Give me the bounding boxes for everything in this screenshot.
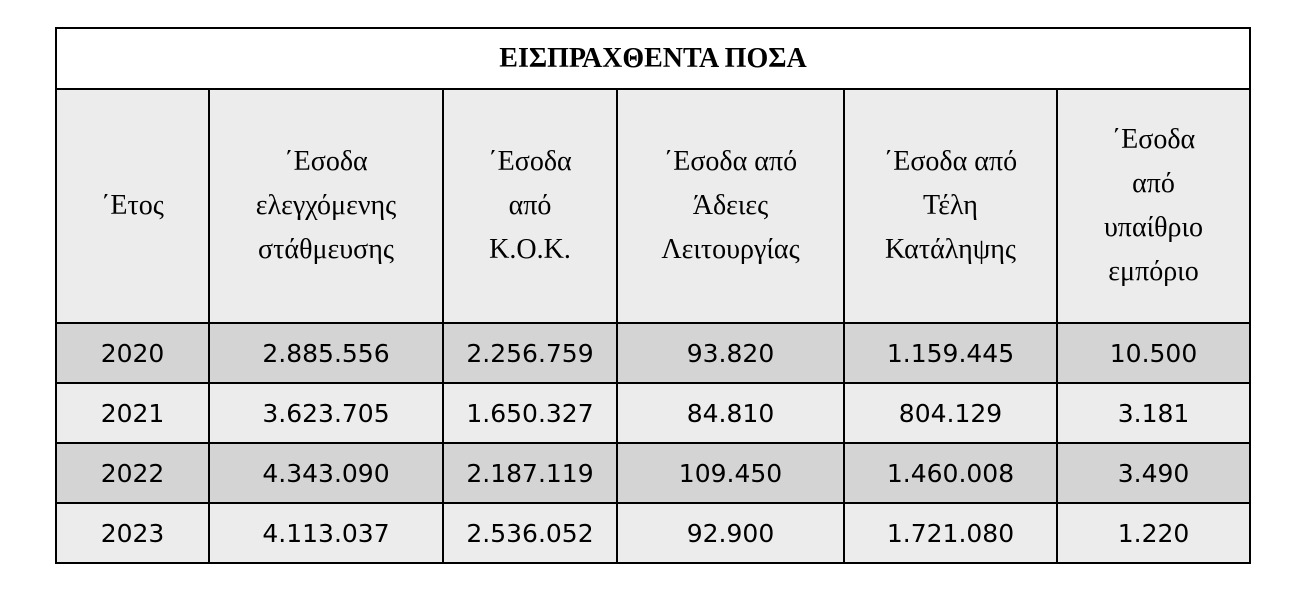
table-row: 2023 4.113.037 2.536.052 92.900 1.721.08… [55,502,1252,564]
revenue-table-container: ΕΙΣΠΡΑΧΘΕΝΤΑ ΠΟΣΑ ΄Ετος ΄Εσοδα ελεγχόμεν… [54,27,1252,564]
table-cell: 84.810 [616,382,845,444]
header-line: ΄Εσοδα από [883,146,1018,177]
table-cell: 4.113.037 [208,502,444,564]
table-cell: 1.159.445 [843,322,1058,384]
header-line: από [1132,168,1175,199]
header-line: Λειτουργίας [661,234,800,265]
table-cell: 1.650.327 [442,382,618,444]
header-line: ΄Εσοδα από [663,146,798,177]
header-line: Κ.Ο.Κ. [489,234,571,265]
header-line: Κατάληψης [884,234,1016,265]
table-cell: 3.490 [1055,442,1252,504]
header-street-trade: ΄Εσοδα από υπαίθριο εμπόριο [1055,88,1252,324]
table-cell-year: 2022 [55,442,210,504]
table-cell-year: 2021 [55,382,210,444]
table-title: ΕΙΣΠΡΑΧΘΕΝΤΑ ΠΟΣΑ [54,27,1252,90]
header-line: ελεγχόμενης [255,190,397,221]
table-cell: 2.256.759 [442,322,618,384]
header-line: υπαίθριο [1103,212,1204,243]
header-line: Τέλη [923,190,978,221]
table-cell: 1.460.008 [843,442,1058,504]
table-cell: 1.721.080 [843,502,1058,564]
table-cell: 804.129 [843,382,1058,444]
table-cell: 4.343.090 [208,442,444,504]
table-cell: 3.181 [1055,382,1252,444]
table-cell: 93.820 [616,322,845,384]
table-cell: 109.450 [616,442,845,504]
table-cell: 2.536.052 [442,502,618,564]
header-line: από [508,190,552,221]
revenue-table: ΕΙΣΠΡΑΧΘΕΝΤΑ ΠΟΣΑ ΄Ετος ΄Εσοδα ελεγχόμεν… [54,27,1252,564]
table-row: 2020 2.885.556 2.256.759 93.820 1.159.44… [55,322,1252,384]
header-year: ΄Ετος [55,88,210,324]
header-line: ΄Εσοδα [284,146,368,177]
table-cell: 92.900 [616,502,845,564]
table-title-row: ΕΙΣΠΡΑΧΘΕΝΤΑ ΠΟΣΑ [54,27,1252,90]
header-line: εμπόριο [1108,256,1199,287]
table-cell: 10.500 [1055,322,1252,384]
header-operating-licenses: ΄Εσοδα από Άδειες Λειτουργίας [616,88,845,324]
table-cell: 1.220 [1055,502,1252,564]
table-cell: 2.187.119 [442,442,618,504]
table-cell-year: 2023 [55,502,210,564]
header-line: ΄Ετος [101,190,164,221]
column-header-row: ΄Ετος ΄Εσοδα ελεγχόμενης στάθμευσης ΄Εσο… [55,88,1252,324]
table-row: 2021 3.623.705 1.650.327 84.810 804.129 … [55,382,1252,444]
table-cell-year: 2020 [55,322,210,384]
header-traffic-code: ΄Εσοδα από Κ.Ο.Κ. [442,88,618,324]
table-cell: 2.885.556 [208,322,444,384]
header-occupancy-fees: ΄Εσοδα από Τέλη Κατάληψης [843,88,1058,324]
header-line: ΄Εσοδα [1111,124,1196,155]
header-line: ΄Εσοδα [488,146,572,177]
table-cell: 3.623.705 [208,382,444,444]
header-line: Άδειες [692,190,769,221]
table-row: 2022 4.343.090 2.187.119 109.450 1.460.0… [55,442,1252,504]
header-line: στάθμευσης [258,234,394,265]
header-controlled-parking: ΄Εσοδα ελεγχόμενης στάθμευσης [208,88,444,324]
